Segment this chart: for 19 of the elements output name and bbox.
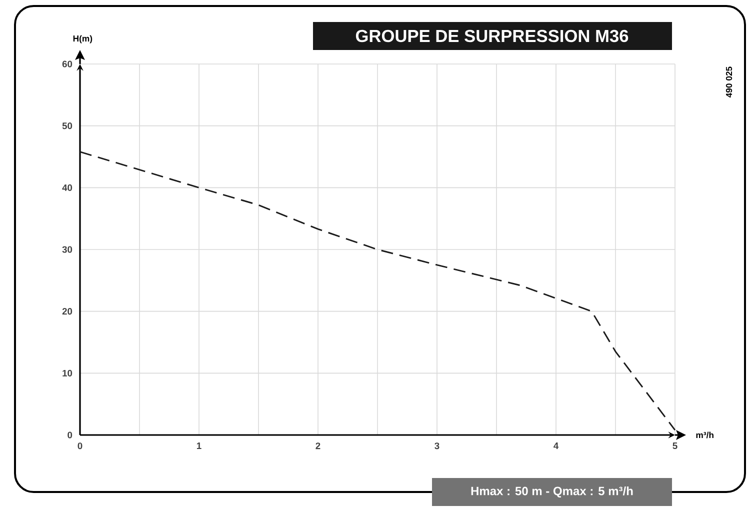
x-tick-label: 5 xyxy=(672,442,678,450)
x-tick-label: 1 xyxy=(196,442,202,449)
x-axis-title: m³/h xyxy=(696,432,714,438)
x-tick-label: 4 xyxy=(554,442,559,449)
y-tick-label: 30 xyxy=(62,246,72,253)
y-tick-label: 60 xyxy=(62,60,72,68)
x-tick-label: 3 xyxy=(434,442,440,450)
y-tick-label: 20 xyxy=(62,308,72,315)
chart-title: GROUPE DE SURPRESSION M36 xyxy=(356,30,628,42)
line-series xyxy=(79,151,676,431)
x-tick-label: 2 xyxy=(316,442,320,450)
y-tick-label: 10 xyxy=(62,370,72,376)
y-tick-label: 50 xyxy=(62,122,72,130)
y-tick-label: 0 xyxy=(68,432,72,438)
x-tick-label: 0 xyxy=(78,442,82,450)
text: 490 025 xyxy=(726,66,732,98)
y-tick-label: 40 xyxy=(62,184,72,191)
text: Hmax : 50 m - Qmax : 5 m³/h xyxy=(471,486,633,498)
y-axis-title: H(m) xyxy=(73,35,92,44)
